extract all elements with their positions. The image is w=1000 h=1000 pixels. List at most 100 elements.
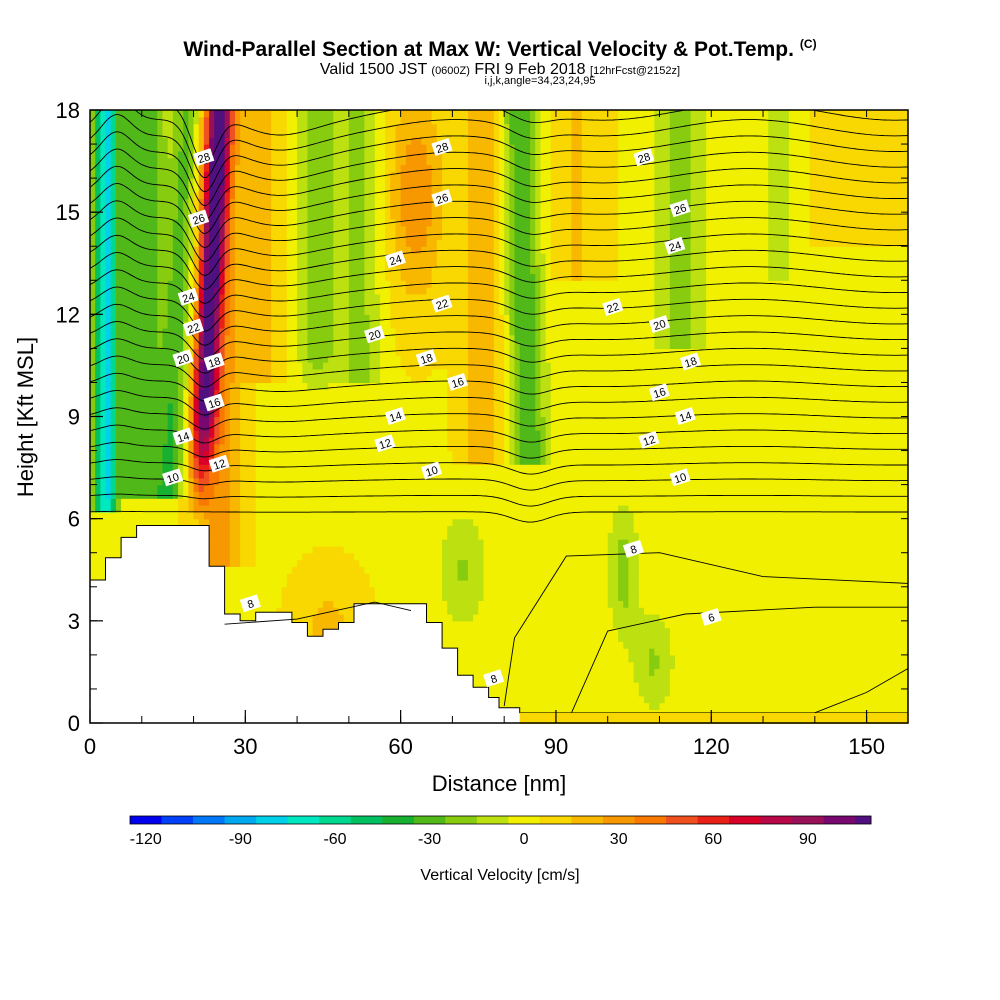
velocity-cell bbox=[550, 116, 573, 125]
velocity-cell bbox=[618, 239, 655, 247]
velocity-cell bbox=[100, 266, 107, 275]
velocity-cell bbox=[100, 259, 107, 268]
velocity-cell bbox=[535, 116, 542, 125]
velocity-cell bbox=[535, 259, 547, 268]
theta-label-text: 8 bbox=[489, 673, 499, 686]
velocity-cell bbox=[333, 171, 350, 179]
velocity-cell bbox=[659, 614, 908, 622]
velocity-cell bbox=[219, 246, 226, 254]
velocity-cell bbox=[157, 205, 179, 213]
velocity-cell bbox=[172, 137, 184, 145]
theta-label-text: 18 bbox=[683, 355, 698, 370]
velocity-cell bbox=[105, 110, 112, 118]
velocity-cell bbox=[307, 280, 334, 288]
velocity-cell bbox=[638, 579, 908, 588]
velocity-cell bbox=[788, 218, 811, 227]
velocity-cell bbox=[348, 368, 371, 377]
velocity-cell bbox=[499, 110, 505, 118]
velocity-cell bbox=[198, 144, 205, 152]
velocity-cell bbox=[224, 184, 231, 193]
velocity-cell bbox=[607, 566, 619, 574]
velocity-cell bbox=[442, 573, 459, 581]
velocity-cell bbox=[364, 682, 640, 690]
velocity-cell bbox=[271, 232, 288, 241]
velocity-cell bbox=[209, 498, 231, 506]
velocity-cell bbox=[504, 409, 510, 418]
velocity-cell bbox=[400, 212, 433, 220]
velocity-cell bbox=[504, 300, 510, 309]
velocity-cell bbox=[203, 123, 210, 132]
velocity-cell bbox=[390, 307, 469, 315]
velocity-cell bbox=[431, 368, 448, 377]
velocity-cell bbox=[188, 450, 195, 458]
theta-contour-label: 12 bbox=[374, 434, 396, 452]
velocity-cell bbox=[100, 477, 107, 486]
velocity-cell bbox=[581, 137, 619, 145]
velocity-cell bbox=[690, 157, 707, 166]
velocity-cell bbox=[550, 409, 908, 418]
velocity-cell bbox=[509, 218, 516, 227]
velocity-cell bbox=[768, 150, 790, 159]
velocity-cell bbox=[426, 232, 443, 241]
velocity-cell bbox=[535, 123, 542, 132]
velocity-cell bbox=[183, 389, 189, 397]
velocity-cell bbox=[224, 321, 231, 329]
velocity-cell bbox=[509, 198, 516, 206]
velocity-cell bbox=[110, 150, 117, 159]
velocity-cell bbox=[224, 280, 231, 288]
velocity-cell bbox=[167, 287, 184, 295]
velocity-cell bbox=[374, 246, 386, 254]
velocity-cell bbox=[457, 573, 469, 581]
velocity-cell bbox=[90, 355, 96, 363]
velocity-cell bbox=[504, 341, 510, 349]
velocity-cell bbox=[240, 110, 272, 118]
velocity-cell bbox=[499, 239, 505, 247]
velocity-cell bbox=[307, 164, 334, 172]
velocity-cell bbox=[234, 287, 272, 295]
velocity-cell bbox=[426, 150, 443, 159]
velocity-cell bbox=[307, 218, 334, 227]
velocity-cell bbox=[374, 239, 386, 247]
velocity-cell bbox=[535, 205, 542, 213]
velocity-cell bbox=[157, 246, 174, 254]
velocity-cell bbox=[183, 484, 189, 493]
velocity-cell bbox=[379, 368, 407, 377]
velocity-cell bbox=[219, 375, 226, 384]
velocity-cell bbox=[447, 607, 479, 615]
velocity-cell bbox=[431, 184, 443, 193]
velocity-cell bbox=[493, 280, 500, 288]
velocity-cell bbox=[343, 545, 443, 554]
velocity-cell bbox=[493, 205, 500, 213]
velocity-cell bbox=[234, 110, 241, 118]
velocity-cell bbox=[364, 205, 376, 213]
velocity-cell bbox=[100, 246, 107, 254]
velocity-cell bbox=[203, 205, 210, 213]
velocity-cell bbox=[369, 668, 635, 676]
velocity-cell bbox=[364, 293, 381, 302]
velocity-cell bbox=[581, 150, 619, 159]
velocity-cell bbox=[618, 184, 655, 193]
velocity-cell bbox=[504, 232, 510, 241]
velocity-cell bbox=[364, 157, 376, 166]
velocity-cell bbox=[229, 130, 236, 138]
velocity-cell bbox=[183, 396, 189, 404]
velocity-cell bbox=[809, 218, 908, 227]
velocity-cell bbox=[90, 430, 96, 438]
velocity-cell bbox=[654, 327, 671, 336]
velocity-cell bbox=[224, 362, 236, 370]
velocity-cell bbox=[198, 300, 205, 309]
velocity-cell bbox=[240, 396, 257, 404]
velocity-cell bbox=[110, 287, 117, 295]
velocity-cell bbox=[504, 273, 510, 281]
velocity-cell bbox=[198, 402, 210, 411]
velocity-cell bbox=[229, 416, 241, 424]
velocity-cell bbox=[509, 287, 516, 295]
velocity-cell bbox=[209, 259, 221, 268]
label-box bbox=[679, 352, 702, 371]
velocity-cell bbox=[193, 130, 200, 138]
velocity-cell bbox=[100, 307, 107, 315]
velocity-cell bbox=[788, 164, 811, 172]
velocity-cell bbox=[183, 362, 189, 370]
velocity-cell bbox=[405, 157, 428, 166]
velocity-cell bbox=[188, 498, 195, 506]
